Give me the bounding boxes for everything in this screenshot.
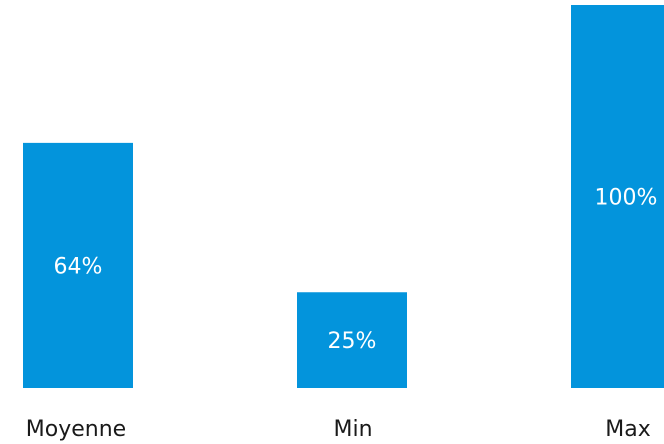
value-label-moyenne: 64% [54,254,103,279]
value-label-min: 25% [328,329,377,354]
category-label-max: Max [605,417,650,442]
category-label-min: Min [333,417,372,442]
bar-min [297,292,407,388]
value-label-max: 100% [595,186,658,211]
category-label-moyenne: Moyenne [26,417,126,442]
bar-moyenne [23,142,133,388]
bar-max [571,5,664,388]
